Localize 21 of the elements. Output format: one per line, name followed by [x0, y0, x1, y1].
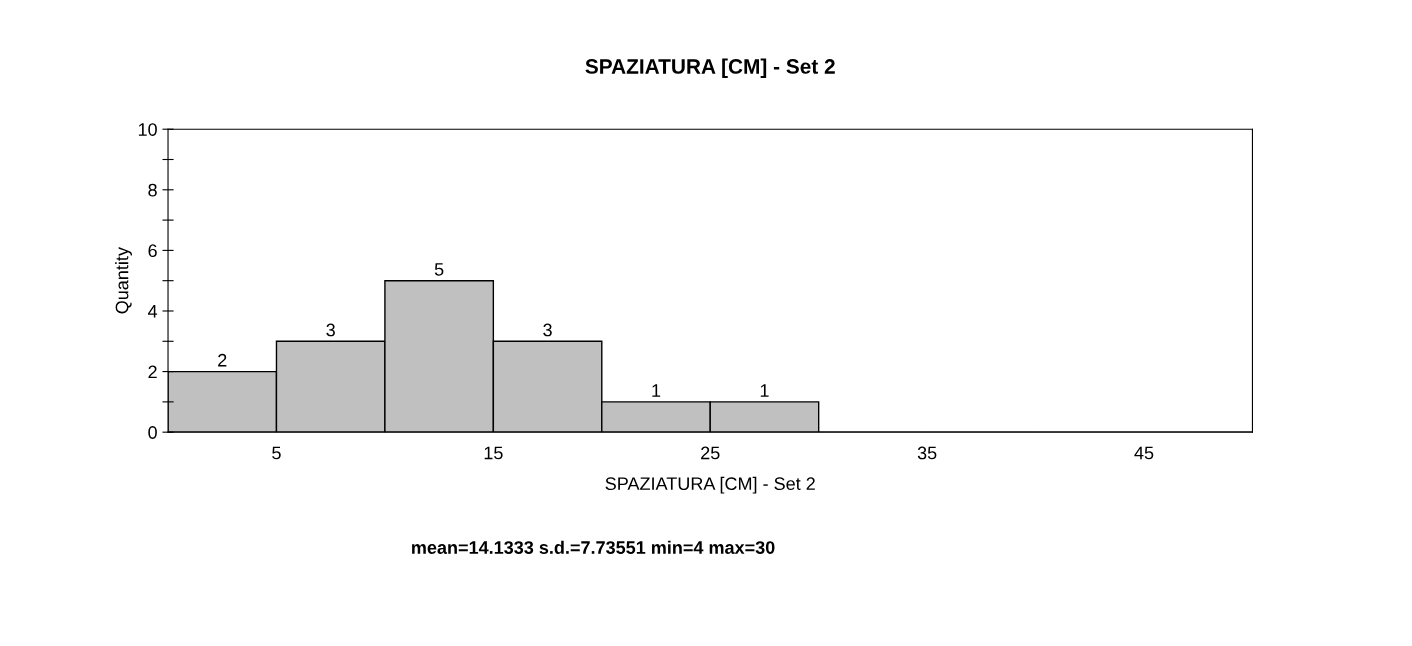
data-label: 3	[543, 323, 552, 337]
x-tick-label: 45	[1134, 446, 1154, 460]
chart-title: SPAZIATURA [CM] - Set 2	[585, 58, 835, 78]
x-tick-label: 25	[701, 446, 720, 460]
data-label: 1	[760, 384, 769, 397]
y-tick-label: 2	[148, 365, 157, 379]
x-axis-title: SPAZIATURA [CM] - Set 2	[605, 476, 815, 494]
data-label: 1	[652, 384, 661, 397]
y-tick-label: 0	[148, 426, 157, 439]
x-tick-label: 5	[272, 446, 281, 460]
text: mean=14.1333 s.d.=7.73551 min=4 max=30	[412, 540, 775, 554]
data-label: 3	[326, 323, 335, 337]
x-tick-label: 15	[484, 446, 503, 460]
x-tick-label: 35	[917, 446, 937, 460]
y-tick-label: 10	[138, 123, 157, 136]
data-label: 2	[218, 353, 227, 367]
y-tick-label: 6	[148, 244, 157, 258]
y-tick-label: 4	[147, 305, 158, 318]
data-label: 5	[434, 263, 444, 276]
y-axis-title: Quantity	[115, 247, 132, 314]
y-tick-label: 8	[148, 183, 157, 197]
